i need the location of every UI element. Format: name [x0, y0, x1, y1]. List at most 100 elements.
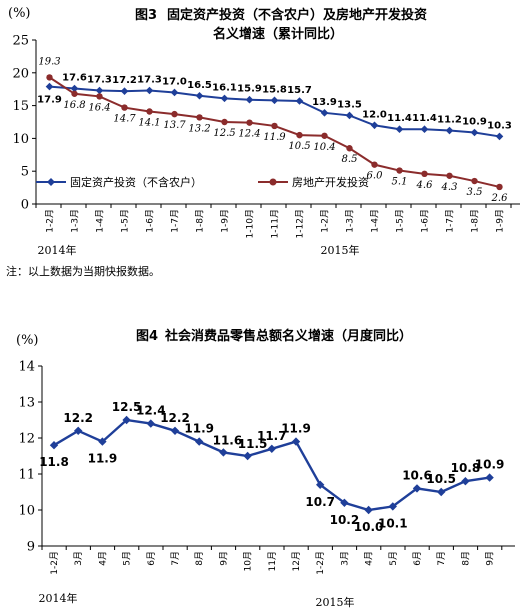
x-tick-label: 8月 — [460, 551, 471, 566]
data-point-series-1 — [295, 97, 304, 105]
y-tick-label: 0 — [21, 198, 29, 213]
data-label-series-1: 11.9 — [184, 422, 214, 436]
data-point-series-1 — [461, 477, 470, 486]
data-point-series-1 — [120, 87, 129, 95]
data-label-series-1: 11.8 — [39, 455, 69, 469]
data-label-series-1: 16.1 — [212, 82, 237, 93]
data-point-series-1 — [364, 505, 373, 515]
data-label-series-2: 13.7 — [163, 120, 186, 131]
x-tick-label: 1-2月 — [315, 551, 326, 575]
data-point-series-2 — [321, 132, 328, 139]
y-tick-label: 25 — [12, 34, 29, 49]
chart1-subtitle: 名义增速（累计同比） — [213, 26, 343, 42]
data-point-series-1 — [412, 484, 422, 493]
x-tick-label: 9月 — [485, 551, 496, 566]
data-label-series-1: 13.5 — [337, 99, 362, 110]
data-point-series-2 — [271, 122, 278, 130]
chart1-year-2015: 2015年 — [321, 243, 360, 257]
y-tick-label: 9 — [27, 540, 35, 555]
data-label-series-2: 10.5 — [288, 141, 310, 152]
chart2-ticks: 9 10 11 12 13 14 1-2月 3月 4月 5月 6月 7月 8月 9月 10月 11月 12月 1-… — [18, 360, 503, 575]
data-point-series-1 — [74, 426, 83, 435]
data-point-series-2 — [421, 170, 428, 178]
y-tick-label: 13 — [18, 396, 35, 411]
x-tick-label: 1-9月 — [495, 209, 506, 233]
x-tick-label: 1-7月 — [445, 209, 456, 233]
x-tick-label: 12月 — [291, 551, 302, 571]
data-label-series-1: 12.2 — [63, 411, 93, 425]
data-point-series-2 — [71, 90, 78, 97]
data-point-series-1 — [470, 128, 479, 137]
legend-marker-real-estate — [269, 178, 277, 186]
data-label-series-2: 13.2 — [188, 123, 210, 134]
chart1-figure-label: 图3 — [135, 8, 157, 23]
x-tick-label: 9月 — [218, 551, 229, 566]
x-tick-label: 1-2月 — [49, 551, 60, 575]
chart1-y-unit: (%) — [8, 6, 31, 21]
data-label-series-2: 4.3 — [441, 182, 458, 193]
data-label-series-2: 4.6 — [416, 180, 434, 191]
data-label-series-1: 11.9 — [281, 422, 311, 436]
chart-fixed-asset-investment: (%) 图3 固定资产投资（不含农户）及房地产开发投资 名义增速（累计同比） 0… — [6, 6, 520, 278]
chart2-figure-label: 图4 — [136, 329, 158, 344]
chart1-series — [45, 74, 504, 191]
data-point-series-1 — [98, 437, 107, 446]
y-tick-label: 15 — [12, 99, 29, 114]
x-tick-label: 4月 — [364, 551, 375, 566]
data-point-series-1 — [388, 502, 397, 511]
data-label-series-1: 15.8 — [262, 84, 287, 95]
data-point-series-2 — [496, 183, 503, 191]
data-label-series-2: 2.6 — [491, 193, 509, 204]
x-tick-label: 10月 — [243, 551, 254, 571]
data-label-series-2: 12.4 — [238, 129, 260, 140]
data-label-series-2: 3.5 — [467, 187, 483, 198]
data-point-series-1 — [170, 426, 180, 435]
data-label-series-2: 16.8 — [63, 100, 85, 111]
data-point-series-2 — [246, 119, 253, 126]
data-label-series-1: 12.0 — [362, 109, 387, 120]
data-point-series-1 — [340, 498, 349, 507]
data-label-series-1: 10.3 — [487, 120, 512, 131]
data-point-series-1 — [45, 82, 54, 91]
data-point-series-1 — [49, 441, 59, 450]
data-label-series-1: 11.4 — [387, 113, 412, 124]
chart1-legend: 固定资产投资（不含农户） 房地产开发投资 — [36, 175, 369, 189]
data-label-series-1: 10.9 — [475, 458, 505, 472]
data-label-series-1: 10.0 — [354, 520, 384, 534]
data-label-series-2: 8.5 — [342, 154, 358, 165]
data-label-series-1: 15.7 — [287, 85, 312, 96]
chart-retail-sales-growth: (%) 图4 社会消费品零售总额名义增速（月度同比） 9 10 11 12 13 14 1-… — [16, 328, 515, 609]
data-label-series-1: 16.5 — [187, 80, 212, 91]
data-label-series-1: 11.2 — [437, 115, 462, 126]
data-label-series-2: 16.4 — [88, 102, 110, 113]
x-tick-label: 4月 — [97, 551, 108, 566]
data-label-series-1: 10.7 — [305, 495, 335, 509]
x-tick-label: 1-6月 — [420, 209, 431, 233]
chart1-note: 注：以上数据为当期快报数据。 — [6, 264, 160, 278]
data-point-series-2 — [446, 172, 453, 179]
data-point-series-2 — [196, 114, 203, 121]
x-tick-label: 1-2月 — [320, 209, 331, 233]
chart1-title: 固定资产投资（不含农户）及房地产开发投资 — [167, 7, 427, 23]
x-tick-label: 1-12月 — [295, 209, 306, 238]
data-point-series-1 — [291, 437, 301, 446]
data-label-series-1: 10.9 — [462, 116, 487, 127]
chart2-series — [49, 415, 494, 515]
data-label-series-2: 14.7 — [113, 114, 136, 125]
data-point-series-2 — [146, 108, 153, 115]
chart2-year-2015: 2015年 — [316, 595, 355, 609]
x-tick-label: 1-9月 — [220, 209, 231, 233]
data-point-series-2 — [121, 104, 128, 111]
x-tick-label: 1-11月 — [270, 209, 281, 238]
data-point-series-1 — [243, 451, 252, 461]
data-point-series-1 — [495, 132, 504, 141]
data-label-series-1: 15.9 — [237, 84, 262, 95]
x-tick-label: 1-4月 — [370, 209, 381, 233]
y-tick-label: 5 — [21, 165, 29, 180]
chart2-title: 社会消费品零售总额名义增速（月度同比） — [164, 328, 412, 344]
data-point-series-1 — [122, 415, 131, 425]
data-label-series-2: 10.4 — [313, 142, 335, 153]
data-label-series-1: 17.9 — [37, 95, 62, 106]
data-point-series-2 — [471, 177, 478, 185]
x-tick-label: 1-2月 — [45, 209, 56, 233]
